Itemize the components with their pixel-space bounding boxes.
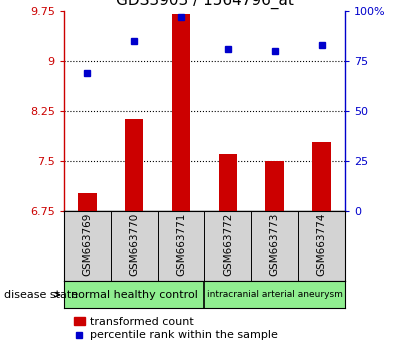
Text: GSM663772: GSM663772	[223, 213, 233, 276]
Title: GDS3903 / 1564796_at: GDS3903 / 1564796_at	[115, 0, 293, 9]
Text: normal healthy control: normal healthy control	[71, 290, 198, 300]
Text: GSM663770: GSM663770	[129, 213, 139, 276]
Legend: transformed count, percentile rank within the sample: transformed count, percentile rank withi…	[69, 313, 283, 345]
Text: intracranial arterial aneurysm: intracranial arterial aneurysm	[207, 290, 343, 299]
Bar	[125, 119, 143, 211]
Text: GSM663774: GSM663774	[317, 213, 327, 276]
Text: disease state: disease state	[4, 290, 78, 300]
Bar	[172, 14, 190, 211]
Bar	[266, 161, 284, 211]
Text: GSM663773: GSM663773	[270, 213, 280, 276]
Bar	[78, 193, 97, 211]
Text: GSM663769: GSM663769	[82, 213, 92, 276]
Text: GSM663771: GSM663771	[176, 213, 186, 276]
Bar	[312, 142, 331, 211]
Bar	[219, 154, 237, 211]
